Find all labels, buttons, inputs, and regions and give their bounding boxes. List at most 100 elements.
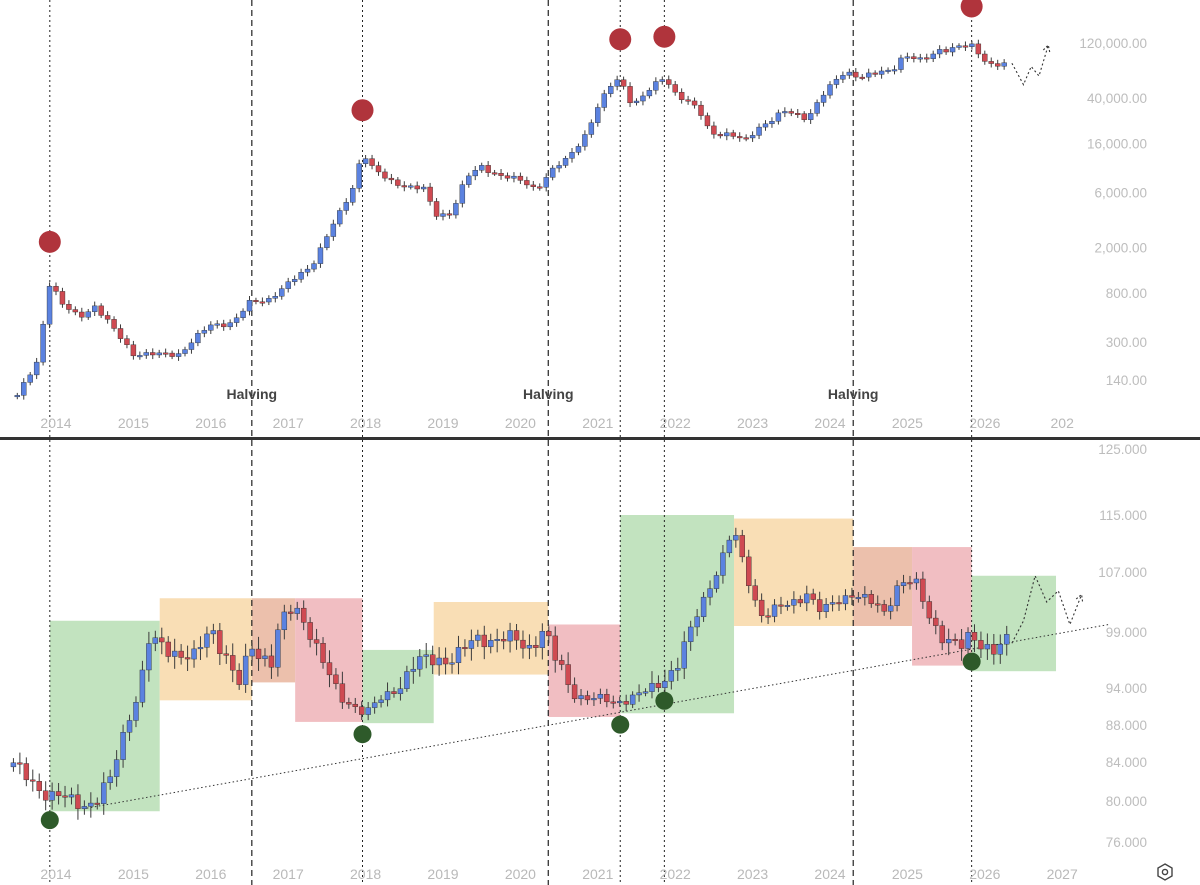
bottom-candle-body: [120, 732, 126, 760]
top-candle-body: [279, 288, 285, 297]
bottom-candle-body: [507, 630, 513, 642]
bottom-x-tick-label: 2016: [195, 866, 226, 882]
bottom-candle-body: [978, 640, 984, 650]
top-candle-body: [337, 210, 343, 225]
bottom-candle-body: [10, 762, 17, 768]
top-candle-body: [659, 79, 665, 82]
bottom-candle-body: [488, 640, 494, 648]
bottom-candle-body: [268, 655, 275, 668]
projection-path-bottom-arrowhead: [1075, 593, 1084, 602]
bottom-candle-body: [191, 648, 197, 660]
top-candle-body: [775, 112, 782, 122]
bottom-candle-body: [262, 655, 268, 659]
bottom-candle-body: [230, 655, 236, 671]
bottom-candle-body: [197, 647, 204, 650]
bottom-y-tick-label: 76.000: [1106, 835, 1147, 850]
bottom-candle-body: [378, 699, 384, 703]
top-x-tick-label: 2021: [582, 415, 613, 431]
bottom-x-tick-label: 2018: [350, 866, 381, 882]
top-candle-body: [298, 272, 304, 280]
bottom-candle-body: [333, 674, 339, 684]
top-candle-body: [846, 71, 853, 76]
top-candle-body: [414, 185, 420, 190]
top-candle-body: [59, 291, 66, 305]
bottom-candle-body: [62, 795, 68, 798]
top-candle-body: [788, 111, 794, 114]
bottom-candle-body: [617, 701, 623, 704]
bottom-candle-body: [926, 601, 933, 619]
bottom-candle-body: [720, 552, 726, 576]
top-candle-body: [272, 296, 278, 299]
reset-icon[interactable]: [1157, 863, 1173, 881]
bottom-candle-body: [700, 596, 707, 617]
bottom-candle-body: [113, 759, 120, 777]
bottom-candle-body: [552, 635, 558, 661]
bottom-candle-body: [694, 616, 700, 628]
top-candle-body: [511, 175, 517, 179]
bottom-candle-body: [365, 707, 371, 715]
top-candle-body: [685, 99, 691, 102]
top-candle-body: [433, 201, 440, 217]
top-candle-body: [982, 53, 988, 62]
top-candle-body: [814, 102, 820, 114]
bottom-candle-body: [352, 703, 358, 707]
bottom-candle-body: [288, 611, 294, 614]
top-candle-body: [182, 349, 188, 354]
top-candle-body: [420, 186, 427, 190]
halving-label-1: Halving: [523, 386, 574, 402]
bottom-candle-body: [984, 644, 991, 650]
top-candle-body: [291, 279, 298, 282]
top-candle-body: [188, 342, 195, 350]
top-candle-body: [466, 175, 472, 185]
top-candle-body: [98, 305, 104, 316]
bottom-candle-body: [739, 535, 745, 558]
top-candle-body: [601, 93, 607, 108]
bottom-y-tick-label: 125.000: [1098, 442, 1147, 457]
top-x-tick-label: 2024: [814, 415, 845, 431]
top-candle-body: [743, 137, 749, 140]
top-y-tick-label: 2,000.00: [1094, 240, 1147, 255]
top-candle-body: [401, 185, 407, 188]
panel-separator[interactable]: [0, 437, 1200, 440]
bottom-candle-body: [107, 776, 113, 784]
bottom-x-tick-label: 2026: [969, 866, 1000, 882]
bottom-candle-body: [326, 662, 333, 676]
bottom-candle-body: [133, 702, 139, 721]
bottom-candle-body: [281, 611, 288, 631]
bottom-candle-body: [384, 691, 391, 701]
top-candle-body: [350, 188, 356, 203]
bottom-candle-body: [939, 625, 945, 644]
top-candle-body: [737, 136, 743, 139]
bottom-candle-body: [255, 648, 262, 659]
bottom-candle-body: [300, 607, 307, 623]
bottom-candle-body: [23, 763, 30, 781]
bottom-candle-body: [223, 653, 229, 656]
bottom-candle-body: [752, 585, 758, 601]
trough-marker-2: [611, 715, 630, 734]
bottom-candle-body: [217, 630, 223, 654]
top-candle-body: [266, 298, 272, 303]
bottom-candle-body: [423, 654, 429, 657]
top-candle-body: [853, 71, 859, 78]
top-candle-body: [79, 311, 85, 318]
top-candle-body: [504, 175, 511, 179]
bottom-candle-body: [991, 644, 997, 655]
bottom-candle-body: [675, 668, 681, 671]
bottom-candle-body: [887, 605, 894, 612]
bottom-candle-body: [584, 695, 591, 701]
top-candle-body: [988, 61, 994, 64]
bottom-y-tick-label: 88.000: [1106, 718, 1147, 733]
bottom-candle-body: [404, 671, 410, 689]
bottom-candle-body: [94, 802, 100, 805]
top-candle-body: [549, 167, 556, 178]
bottom-candle-body: [933, 617, 939, 626]
bottom-x-tick-label: 2027: [1047, 866, 1078, 882]
bottom-candle-body: [429, 654, 436, 666]
top-candle-body: [614, 79, 620, 87]
top-candle-body: [143, 352, 150, 356]
bottom-x-tick-label: 2024: [814, 866, 845, 882]
bottom-candle-body: [855, 597, 862, 600]
bottom-candle-body: [500, 639, 507, 642]
top-candle-body: [53, 286, 59, 292]
top-candle-body: [124, 338, 130, 345]
